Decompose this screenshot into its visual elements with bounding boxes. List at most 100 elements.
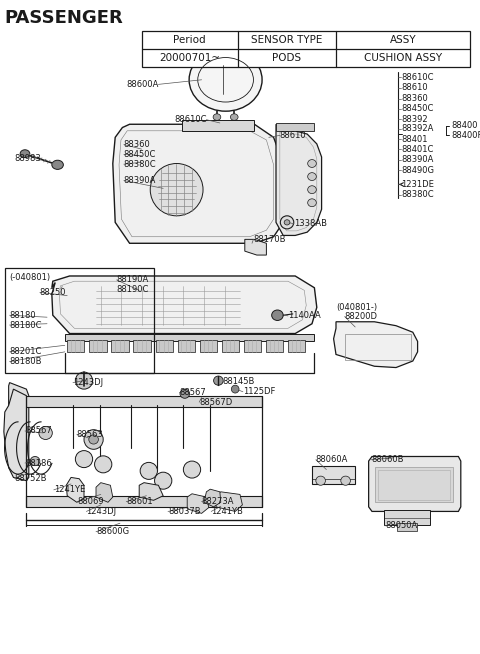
Bar <box>5 268 154 373</box>
Text: 88180C: 88180C <box>10 320 42 330</box>
Text: PASSENGER: PASSENGER <box>5 9 123 27</box>
Bar <box>133 340 151 352</box>
Text: 88450C: 88450C <box>401 104 433 113</box>
Ellipse shape <box>231 385 239 393</box>
Text: ASSY: ASSY <box>390 35 417 45</box>
Text: 88190A: 88190A <box>117 275 149 284</box>
Ellipse shape <box>30 456 40 466</box>
Ellipse shape <box>341 476 350 485</box>
Text: 1338AB: 1338AB <box>294 219 327 228</box>
Text: 88567: 88567 <box>180 388 206 397</box>
Ellipse shape <box>84 430 103 449</box>
Text: 20000701~: 20000701~ <box>159 53 220 63</box>
Ellipse shape <box>140 462 157 479</box>
Text: 88170B: 88170B <box>253 235 286 244</box>
Text: 88186: 88186 <box>25 458 52 468</box>
Text: 88610C: 88610C <box>174 115 206 124</box>
Text: 88180: 88180 <box>10 311 36 320</box>
Text: 88450C: 88450C <box>124 150 156 159</box>
Text: 1125DF: 1125DF <box>243 387 275 396</box>
Polygon shape <box>369 456 461 511</box>
Text: 1241YB: 1241YB <box>211 507 243 516</box>
Text: 88380C: 88380C <box>124 160 156 169</box>
Bar <box>222 340 239 352</box>
Text: 88600G: 88600G <box>96 527 129 536</box>
Bar <box>111 340 129 352</box>
Polygon shape <box>52 276 317 334</box>
Ellipse shape <box>308 160 316 167</box>
Ellipse shape <box>75 372 93 389</box>
Bar <box>244 340 261 352</box>
Polygon shape <box>4 389 26 481</box>
Bar <box>384 510 430 525</box>
Ellipse shape <box>308 173 316 181</box>
Text: 88190C: 88190C <box>117 284 149 294</box>
Text: CUSHION ASSY: CUSHION ASSY <box>364 53 442 63</box>
Ellipse shape <box>89 435 98 444</box>
Text: 88250: 88250 <box>40 288 66 297</box>
Ellipse shape <box>213 114 221 120</box>
Text: 88200D: 88200D <box>345 312 378 321</box>
Text: SENSOR TYPE: SENSOR TYPE <box>251 35 323 45</box>
Bar <box>397 523 417 531</box>
Polygon shape <box>334 322 418 368</box>
Bar <box>288 340 305 352</box>
Ellipse shape <box>150 164 203 216</box>
Ellipse shape <box>155 472 172 489</box>
Text: (040801-): (040801-) <box>336 303 377 312</box>
Bar <box>200 340 217 352</box>
Text: 88490G: 88490G <box>401 165 434 175</box>
Text: 88600A: 88600A <box>126 80 158 89</box>
Text: 88610: 88610 <box>280 131 306 140</box>
Text: 88360: 88360 <box>401 94 428 103</box>
Ellipse shape <box>308 199 316 207</box>
Polygon shape <box>187 494 209 513</box>
Text: 1243DJ: 1243DJ <box>86 507 117 516</box>
Ellipse shape <box>183 461 201 478</box>
Bar <box>26 496 262 507</box>
Ellipse shape <box>230 114 238 120</box>
Text: 88037B: 88037B <box>168 507 201 516</box>
Ellipse shape <box>75 451 93 468</box>
Ellipse shape <box>95 456 112 473</box>
Polygon shape <box>66 477 84 502</box>
Polygon shape <box>245 239 266 255</box>
Ellipse shape <box>214 376 223 385</box>
Text: 1231DE: 1231DE <box>401 180 434 189</box>
Text: 88752B: 88752B <box>14 473 47 483</box>
Bar <box>378 470 450 500</box>
Text: PODS: PODS <box>272 53 301 63</box>
Text: 88273A: 88273A <box>202 497 234 506</box>
Text: 88400: 88400 <box>451 121 478 130</box>
Text: 88610: 88610 <box>401 83 428 92</box>
Text: 88401C: 88401C <box>401 145 433 154</box>
Bar <box>312 466 355 484</box>
Text: 88610C: 88610C <box>401 73 434 82</box>
Ellipse shape <box>316 476 325 485</box>
Bar <box>345 334 411 360</box>
Text: 1241YE: 1241YE <box>54 485 85 494</box>
Text: 88400F: 88400F <box>451 131 480 140</box>
Text: 88060B: 88060B <box>371 455 404 464</box>
Text: 88180B: 88180B <box>10 357 42 366</box>
Ellipse shape <box>52 160 63 169</box>
Polygon shape <box>96 483 113 502</box>
Text: 88401: 88401 <box>401 135 428 144</box>
Text: 88563: 88563 <box>77 430 104 439</box>
Ellipse shape <box>189 48 262 111</box>
Ellipse shape <box>20 150 30 158</box>
Text: 88390A: 88390A <box>124 176 156 185</box>
Text: 88360: 88360 <box>124 140 151 149</box>
Bar <box>67 340 84 352</box>
Polygon shape <box>276 124 322 235</box>
Polygon shape <box>113 124 283 243</box>
Ellipse shape <box>180 389 190 398</box>
Polygon shape <box>204 489 221 507</box>
Bar <box>156 340 173 352</box>
Text: 88567D: 88567D <box>199 398 232 407</box>
Ellipse shape <box>284 220 290 225</box>
Polygon shape <box>216 492 242 511</box>
Text: (-040801): (-040801) <box>10 273 51 282</box>
Bar <box>178 340 195 352</box>
Bar <box>266 340 283 352</box>
